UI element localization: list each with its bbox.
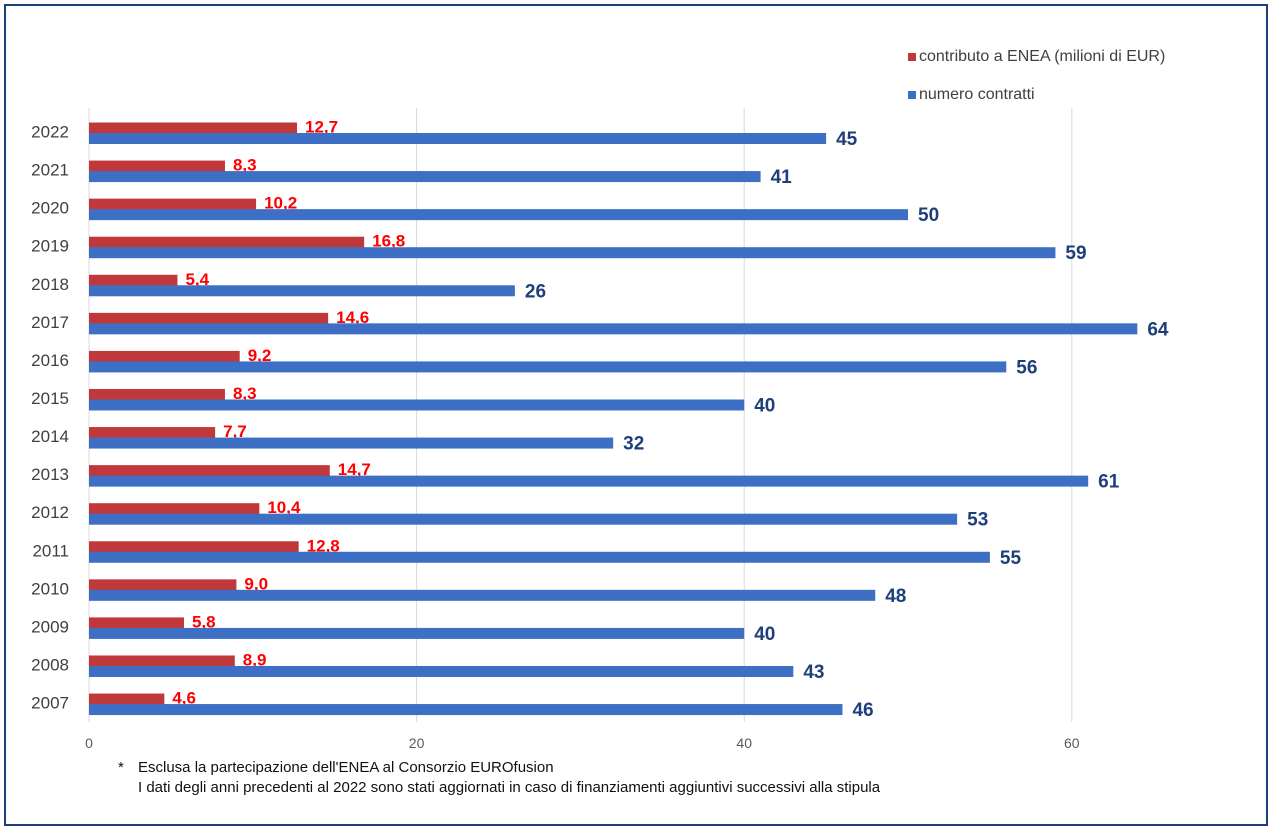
bar-contratti <box>89 209 908 221</box>
bar-contratti <box>89 133 827 144</box>
legend-swatch-contratti <box>908 90 916 99</box>
bar-contributo <box>89 312 329 324</box>
bar-contributo <box>89 160 225 172</box>
data-label-contratti: 50 <box>918 205 939 226</box>
footnote-star: * <box>118 759 124 776</box>
legend-label-contratti: numero contratti <box>919 85 1035 103</box>
data-label-contratti: 48 <box>885 586 906 607</box>
category-label: 2013 <box>31 465 69 484</box>
data-label-contratti: 46 <box>852 700 873 721</box>
data-label-contratti: 41 <box>771 167 793 188</box>
bar-contratti <box>89 285 515 297</box>
bar-contratti <box>89 437 614 449</box>
bar-contratti <box>89 513 958 525</box>
bar-contratti <box>89 475 1089 487</box>
bar-contributo <box>89 427 216 439</box>
category-label: 2009 <box>31 617 69 636</box>
data-label-contributo: 14,7 <box>338 460 371 479</box>
bar-contratti <box>89 399 745 411</box>
data-label-contributo: 5,8 <box>192 612 216 631</box>
x-tick-label: 20 <box>409 735 425 751</box>
bar-contributo <box>89 388 225 400</box>
bar-contratti <box>89 627 745 639</box>
data-label-contributo: 9,0 <box>244 574 268 593</box>
data-label-contratti: 32 <box>623 434 644 455</box>
data-label-contributo: 8,3 <box>233 156 257 175</box>
bar-contratti <box>89 171 761 183</box>
data-label-contributo: 4,6 <box>172 689 196 708</box>
data-label-contributo: 8,3 <box>233 384 257 403</box>
data-label-contratti: 61 <box>1098 472 1120 493</box>
bar-contributo <box>89 198 257 210</box>
legend: contributo a ENEA (milioni di EUR) numer… <box>908 46 1165 122</box>
legend-item-contratti: numero contratti <box>908 84 1165 105</box>
bar-contratti <box>89 704 843 716</box>
x-tick-label: 40 <box>736 735 752 751</box>
data-label-contratti: 64 <box>1147 319 1169 340</box>
bar-contratti <box>89 589 876 601</box>
data-label-contratti: 26 <box>525 281 546 302</box>
data-label-contributo: 7,7 <box>223 422 247 441</box>
category-label: 2012 <box>31 503 69 522</box>
data-label-contratti: 40 <box>754 395 775 416</box>
bar-contratti <box>89 551 990 563</box>
bar-contributo <box>89 274 178 286</box>
category-label: 2011 <box>32 541 69 560</box>
category-label: 2008 <box>31 655 69 674</box>
data-label-contributo: 16,8 <box>372 232 405 251</box>
data-label-contratti: 55 <box>1000 548 1022 569</box>
data-label-contributo: 5,4 <box>185 270 209 289</box>
category-label: 2019 <box>31 237 69 256</box>
x-tick-label: 0 <box>85 735 93 751</box>
bar-contributo <box>89 693 165 705</box>
category-label: 2016 <box>31 351 69 370</box>
data-label-contratti: 53 <box>967 510 988 531</box>
bar-contributo <box>89 541 299 553</box>
x-tick-label: 60 <box>1064 735 1080 751</box>
category-label: 2017 <box>31 313 69 332</box>
data-label-contratti: 45 <box>836 129 858 150</box>
bar-contratti <box>89 361 1007 373</box>
bar-contributo <box>89 617 185 629</box>
data-label-contributo: 12,8 <box>307 536 340 555</box>
bar-contributo <box>89 350 240 362</box>
bar-contributo <box>89 503 260 515</box>
bar-contributo <box>89 655 235 667</box>
category-label: 2010 <box>31 579 69 598</box>
category-label: 2018 <box>31 275 69 294</box>
data-label-contratti: 59 <box>1065 243 1086 264</box>
category-label: 2014 <box>31 427 69 446</box>
legend-swatch-contributo <box>908 52 916 61</box>
bar-contributo <box>89 465 330 477</box>
data-label-contributo: 12,7 <box>305 118 338 137</box>
bar-contributo <box>89 122 298 134</box>
footnote-line-1: Esclusa la partecipazione dell'ENEA al C… <box>138 759 554 776</box>
legend-label-contributo: contributo a ENEA (milioni di EUR) <box>919 47 1166 65</box>
bar-contratti <box>89 247 1056 259</box>
data-label-contributo: 8,9 <box>243 650 267 669</box>
category-label: 2021 <box>31 161 69 180</box>
data-label-contributo: 14,6 <box>336 308 369 327</box>
data-label-contratti: 40 <box>754 624 775 645</box>
footnote: * Esclusa la partecipazione dell'ENEA al … <box>118 758 880 798</box>
data-label-contratti: 43 <box>803 662 824 683</box>
category-label: 2007 <box>31 694 69 713</box>
category-label: 2020 <box>31 199 69 218</box>
data-label-contributo: 9,2 <box>248 346 272 365</box>
data-label-contratti: 56 <box>1016 357 1037 378</box>
data-label-contributo: 10,2 <box>264 194 297 213</box>
category-label: 2015 <box>31 389 69 408</box>
bar-contributo <box>89 236 365 248</box>
data-label-contributo: 10,4 <box>267 498 301 517</box>
bar-contratti <box>89 323 1138 335</box>
category-label: 2022 <box>31 123 69 142</box>
bar-contributo <box>89 579 237 591</box>
footnote-line-2: I dati degli anni precedenti al 2022 son… <box>138 779 881 796</box>
bar-contratti <box>89 665 794 677</box>
legend-item-contributo: contributo a ENEA (milioni di EUR) <box>908 46 1165 67</box>
